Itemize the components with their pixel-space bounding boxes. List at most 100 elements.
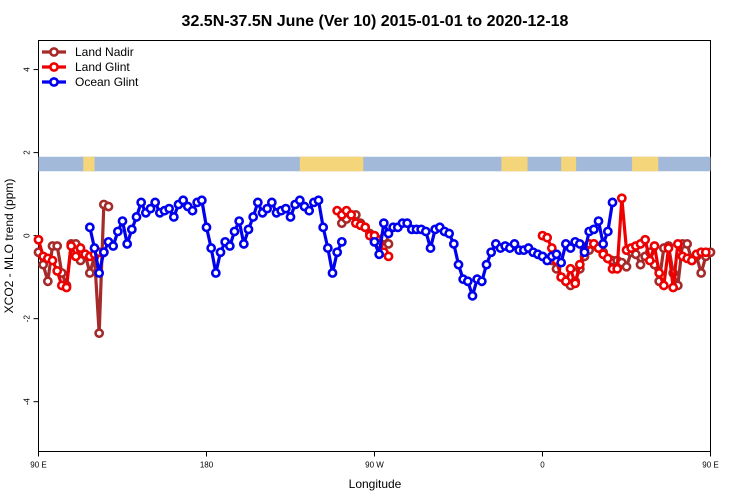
x-tick-label: 90 E	[30, 461, 46, 470]
data-point	[280, 203, 291, 214]
chart-title: 32.5N-37.5N June (Ver 10) 2015-01-01 to …	[182, 13, 569, 30]
data-point	[556, 257, 567, 268]
data-point	[322, 243, 333, 253]
data-point	[108, 241, 119, 251]
data-point	[66, 241, 77, 251]
data-point	[425, 243, 436, 253]
data-point	[565, 243, 576, 253]
data-point	[383, 228, 394, 239]
series-group	[33, 193, 716, 339]
data-point	[150, 197, 161, 208]
y-axis-label: XCO2 - MLO trend (ppm)	[2, 179, 16, 314]
data-point	[700, 247, 711, 258]
land-band	[299, 156, 364, 172]
data-point	[313, 195, 324, 206]
data-point	[136, 197, 147, 208]
x-tick-label: 0	[540, 461, 545, 470]
data-point	[542, 232, 553, 243]
data-point	[602, 226, 613, 237]
legend-item: Land Nadir	[42, 45, 134, 59]
data-point	[131, 212, 142, 222]
data-point	[621, 261, 632, 272]
data-point	[672, 239, 683, 249]
data-point	[574, 259, 585, 270]
data-point	[332, 247, 343, 258]
data-point	[598, 239, 609, 249]
data-point	[318, 222, 329, 233]
data-point	[346, 209, 357, 220]
data-point	[682, 239, 693, 249]
data-point	[658, 280, 669, 291]
land-band	[632, 156, 659, 172]
data-point	[112, 226, 123, 237]
data-point	[588, 224, 599, 235]
data-point	[103, 201, 114, 212]
data-point	[238, 239, 249, 249]
series-ocean-glint	[84, 195, 618, 301]
data-point	[215, 247, 226, 258]
data-point	[75, 243, 86, 253]
data-point	[52, 266, 63, 276]
data-point	[509, 239, 520, 249]
data-point	[285, 212, 296, 222]
legend-item: Ocean Glint	[42, 75, 139, 89]
land-band	[561, 156, 577, 172]
data-point	[84, 268, 95, 278]
data-point	[448, 239, 459, 249]
x-tick-label: 180	[200, 461, 214, 470]
data-point	[224, 241, 235, 251]
y-tick-label: -2	[23, 315, 32, 323]
data-point	[122, 239, 133, 249]
data-point	[94, 328, 105, 339]
x-axis-label: Longitude	[349, 477, 402, 491]
data-point	[374, 249, 385, 260]
data-point	[168, 212, 179, 222]
data-point	[649, 241, 660, 251]
data-point	[164, 203, 175, 214]
data-point	[294, 195, 305, 206]
legend-marker	[49, 47, 59, 57]
data-point	[635, 259, 646, 270]
data-point	[47, 255, 58, 266]
data-point	[640, 234, 651, 245]
data-point	[570, 278, 581, 289]
data-point	[252, 197, 263, 208]
data-point	[602, 253, 613, 264]
x-tick-label: 90 W	[365, 461, 384, 470]
data-point	[145, 203, 156, 214]
data-point	[383, 239, 394, 249]
data-point	[574, 239, 585, 249]
data-point	[360, 222, 371, 233]
data-point	[378, 218, 389, 229]
data-point	[369, 236, 380, 247]
data-point	[644, 255, 655, 266]
data-point	[178, 195, 189, 206]
data-point	[327, 268, 338, 278]
y-tick-label: 2	[23, 150, 32, 155]
legend-label: Land Glint	[75, 60, 130, 74]
data-point	[453, 259, 464, 270]
data-point	[696, 268, 707, 278]
data-point	[98, 247, 109, 258]
data-point	[201, 222, 212, 233]
data-point	[654, 268, 665, 278]
data-point	[462, 276, 473, 287]
land-ocean-strip	[38, 156, 711, 172]
data-point	[476, 276, 487, 287]
data-point	[266, 197, 277, 208]
data-point	[560, 276, 571, 287]
data-point	[612, 263, 623, 274]
legend-marker	[49, 77, 59, 87]
land-band	[83, 156, 95, 172]
data-point	[61, 282, 72, 293]
data-point	[593, 216, 604, 226]
data-point	[420, 226, 431, 237]
data-point	[262, 203, 273, 214]
data-point	[243, 224, 254, 235]
data-point	[336, 236, 347, 247]
data-point	[187, 205, 198, 216]
data-point	[70, 251, 81, 262]
y-tick-label: 0	[23, 233, 32, 238]
data-point	[616, 193, 627, 204]
